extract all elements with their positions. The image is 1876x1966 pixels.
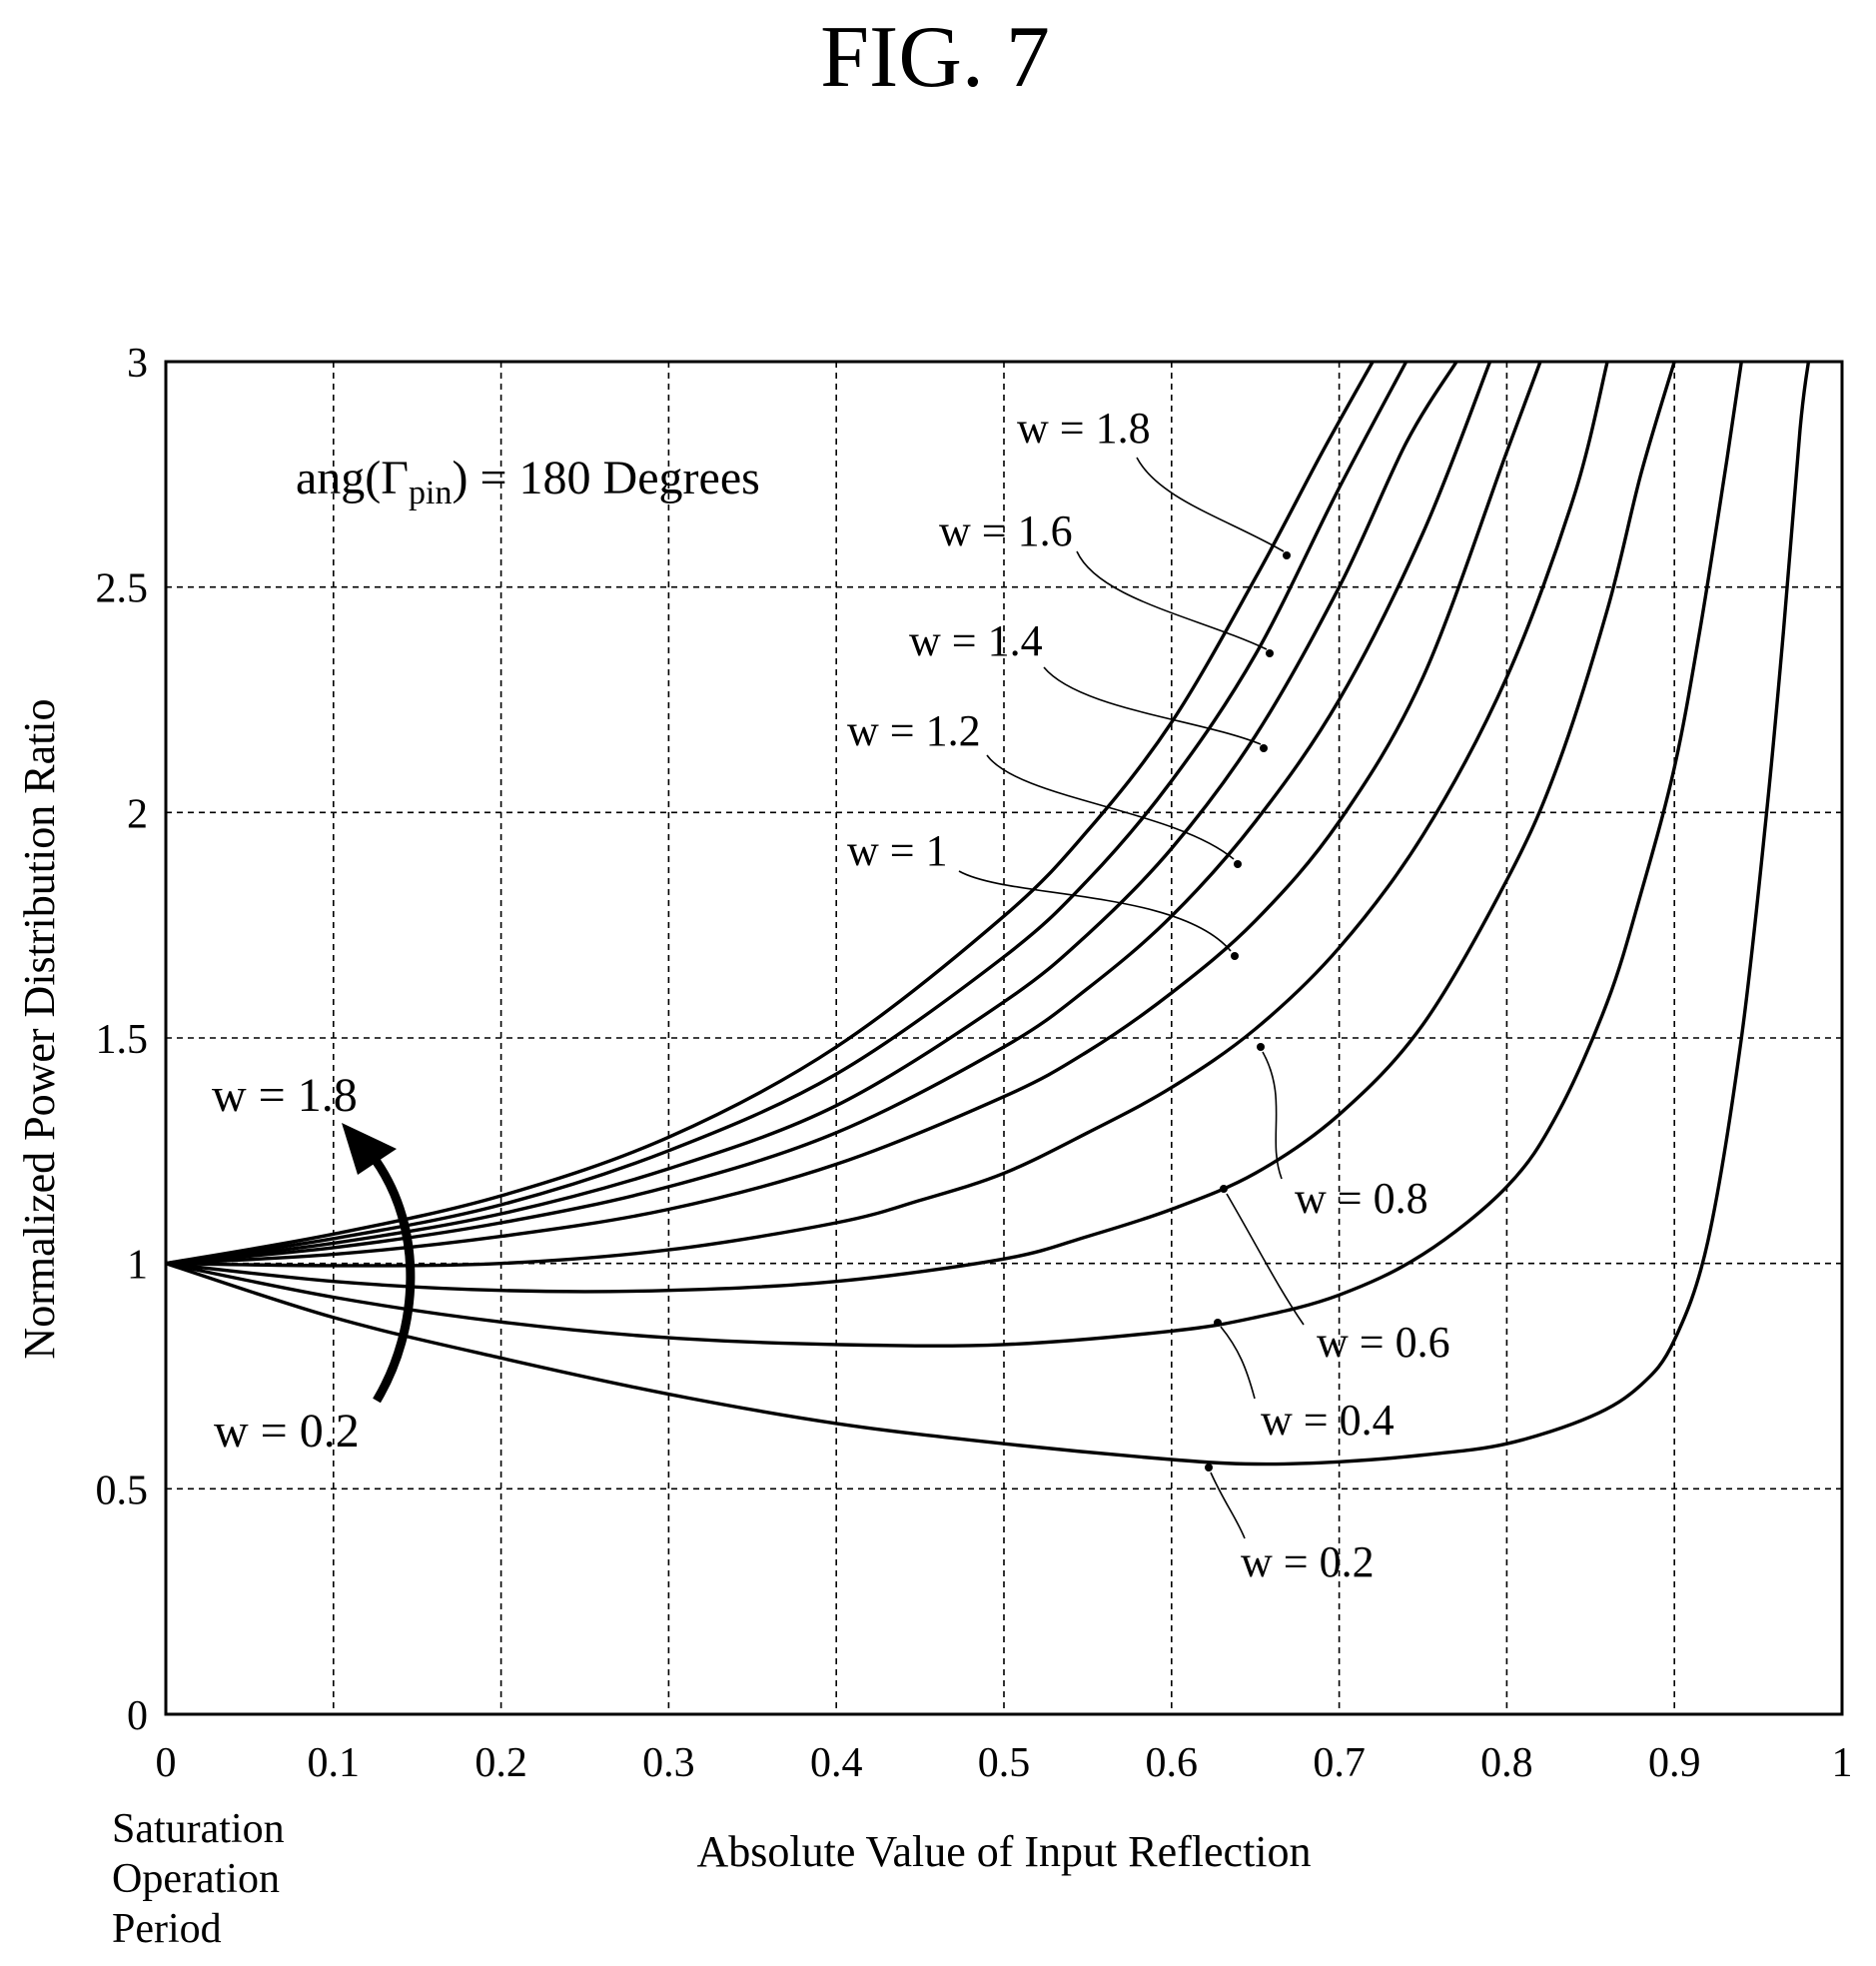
- curve-label: w = 1: [847, 826, 948, 875]
- y-tick-label: 1: [127, 1243, 148, 1289]
- x-tick-label: 0.2: [474, 1740, 527, 1786]
- curve-label-leader-tip: [1266, 649, 1274, 657]
- y-tick-label: 1.5: [96, 1017, 149, 1063]
- curve-label: w = 0.4: [1261, 1396, 1395, 1445]
- curve-label-leader: [1076, 550, 1268, 650]
- angle-subscript: pin: [409, 475, 452, 511]
- curve-label-leader: [986, 754, 1235, 860]
- curve-series-0: [165, 361, 1811, 1467]
- y-tick-label: 3: [127, 341, 148, 387]
- x-tick-label: 0.4: [810, 1740, 863, 1786]
- curve-label-leader-tip: [1257, 1043, 1265, 1051]
- curve-label-leader-tip: [1220, 1185, 1228, 1193]
- x-axis-label: Absolute Value of Input Reflection: [696, 1827, 1311, 1876]
- figure-title: FIG. 7: [820, 9, 1050, 106]
- trend-arrow: [371, 1156, 416, 1404]
- origin-note-line-2: Operation: [112, 1856, 280, 1902]
- curve-series-3: [165, 361, 1609, 1268]
- y-axis-ticks: 0 0.5 1 1.5 2 2.5 3: [96, 341, 149, 1739]
- curve-label: w = 1.6: [939, 506, 1073, 555]
- curve-label: w = 0.8: [1295, 1174, 1428, 1223]
- curve-label-leader-tip: [1234, 860, 1242, 868]
- plot-frame: [164, 360, 1844, 1716]
- curve-label-leader: [958, 870, 1232, 952]
- curves: [165, 361, 1811, 1467]
- x-tick-label: 0.5: [978, 1740, 1031, 1786]
- plot-area: 0 0.1 0.2 0.3 0.4 0.5 0.6 0.7 0.8 0.9 1 0 0.5 1 1.5 2 2…: [96, 341, 1853, 1786]
- curve-label: w = 0.6: [1317, 1318, 1450, 1367]
- curve-label-leader-tip: [1260, 744, 1268, 752]
- y-tick-label: 2.5: [96, 566, 149, 612]
- angle-annotation-prefix: ang(: [296, 452, 381, 504]
- trend-label-bottom: w = 0.2: [214, 1405, 360, 1458]
- x-tick-label: 0.6: [1146, 1740, 1199, 1786]
- curve-label-leader: [1262, 1051, 1283, 1180]
- curve-label-leader: [1043, 666, 1262, 745]
- x-tick-label: 1: [1832, 1740, 1853, 1786]
- curve-series-7: [165, 361, 1408, 1266]
- curve-callouts: w = 1.8 w = 1.6 w = 1.4 w = 1.2 w = 1 w = 0.8…: [847, 404, 1450, 1586]
- curve-series-5: [165, 361, 1492, 1266]
- curve-label: w = 0.2: [1241, 1537, 1375, 1586]
- trend-arrow-head: [342, 1123, 397, 1175]
- x-axis-ticks: 0 0.1 0.2 0.3 0.4 0.5 0.6 0.7 0.8 0.9 1: [156, 1740, 1853, 1786]
- y-tick-label: 0: [127, 1693, 148, 1739]
- curve-series-6: [165, 361, 1458, 1266]
- curve-series-8: [165, 361, 1375, 1266]
- curve-label-leader-tip: [1205, 1464, 1213, 1472]
- curve-label-leader: [1210, 1472, 1246, 1539]
- x-tick-label: 0.8: [1480, 1740, 1533, 1786]
- gridlines: [166, 362, 1842, 1714]
- x-tick-label: 0.3: [642, 1740, 695, 1786]
- x-tick-label: 0.1: [308, 1740, 361, 1786]
- origin-note-line-1: Saturation: [112, 1806, 285, 1852]
- curve-label-leader-tip: [1231, 952, 1239, 960]
- x-tick-label: 0: [156, 1740, 177, 1786]
- x-tick-label: 0.7: [1313, 1740, 1366, 1786]
- angle-annotation-suffix: ) = 180 Degrees: [453, 452, 760, 504]
- curve-series-1: [165, 361, 1743, 1348]
- curve-series-4: [165, 361, 1542, 1266]
- gamma-symbol: Γ: [381, 452, 409, 504]
- curve-label-leader-tip: [1283, 551, 1291, 559]
- angle-annotation: ang(Γpin) = 180 Degrees: [296, 452, 760, 511]
- trend-label-top: w = 1.8: [212, 1069, 358, 1122]
- curve-label: w = 1.2: [847, 706, 981, 755]
- y-tick-label: 0.5: [96, 1468, 149, 1513]
- curve-series-2: [165, 361, 1676, 1294]
- y-tick-label: 2: [127, 791, 148, 837]
- curve-label: w = 1.4: [909, 616, 1043, 665]
- curve-label-leader-tip: [1214, 1319, 1222, 1327]
- x-tick-label: 0.9: [1648, 1740, 1701, 1786]
- origin-note-line-3: Period: [112, 1906, 222, 1952]
- curve-label-leader: [1220, 1326, 1256, 1400]
- y-axis-label: Normalized Power Distribution Ratio: [15, 698, 64, 1359]
- curve-label-leader: [1136, 457, 1285, 552]
- curve-label: w = 1.8: [1017, 404, 1151, 453]
- curve-label-leader: [1226, 1193, 1305, 1326]
